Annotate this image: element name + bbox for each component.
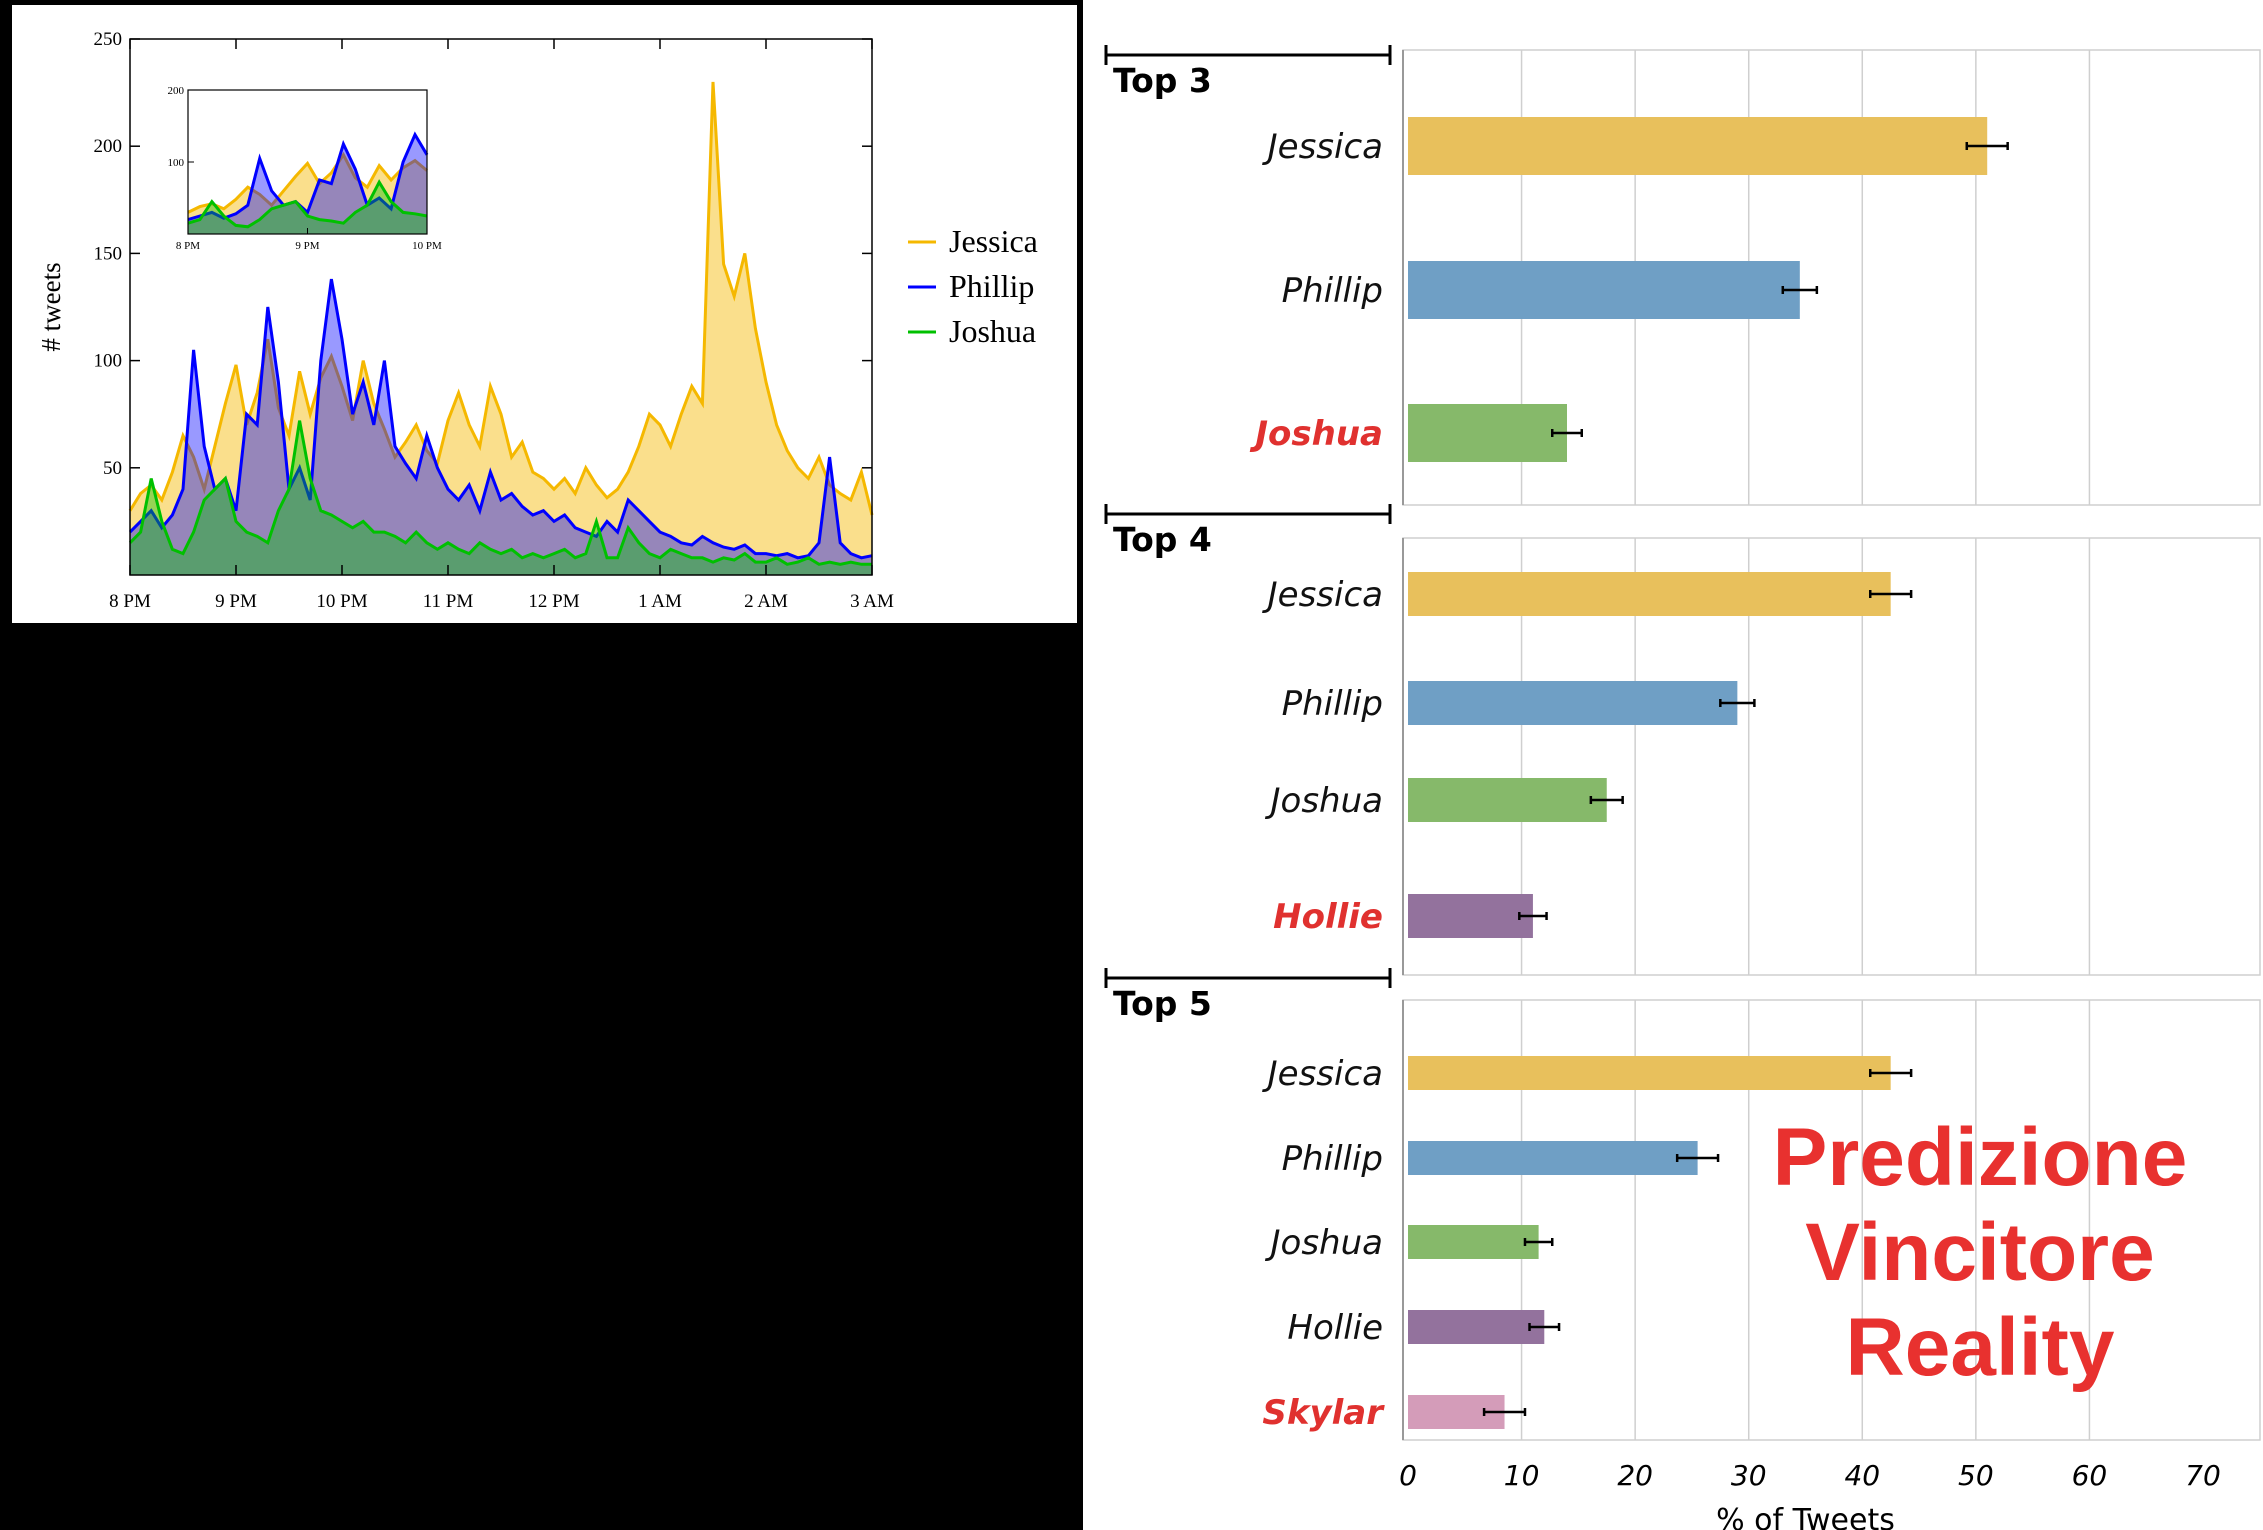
bar-jessica: [1408, 117, 1988, 175]
x-tick-label: 3 AM: [850, 591, 894, 612]
category-label-joshua: Joshua: [1265, 781, 1383, 821]
bar-chart-panel: Top 3 Jessica Phillip Joshua Top 4 Jessica Phi…: [1083, 0, 2263, 1530]
bar-joshua: [1408, 778, 1607, 822]
x-tick-label: 12 PM: [528, 591, 579, 612]
winner-prediction-overlay: Predizione Vincitore Reality: [1710, 1110, 2250, 1395]
group-label: Top 3: [1113, 61, 1212, 100]
category-label-hollie: Hollie: [1287, 1308, 1383, 1348]
x-tick-label: 10 PM: [316, 591, 367, 612]
x-tick-label: 60: [2072, 1459, 2108, 1492]
bar-phillip: [1408, 1141, 1698, 1175]
inset-x-tick-label: 10 PM: [412, 240, 442, 252]
bar-hollie: [1408, 894, 1533, 938]
category-label-phillip: Phillip: [1282, 1139, 1383, 1179]
x-tick-label: 70: [2185, 1459, 2221, 1492]
group-top-5: Top 5 Jessica Phillip Joshua Hollie Skylar: [1104, 968, 2261, 1441]
x-tick-label: 11 PM: [423, 591, 474, 612]
y-tick-label: 150: [94, 243, 123, 264]
category-label-hollie: Hollie: [1273, 897, 1383, 937]
bar-joshua: [1408, 1225, 1539, 1259]
inset-area-jessica: [188, 154, 427, 234]
inset-area-phillip: [188, 134, 427, 234]
bar-plot: Top 3 Jessica Phillip Joshua Top 4 Jessica Phi…: [1104, 45, 2261, 1530]
bar-joshua: [1408, 404, 1567, 462]
inset-y-tick-label: 100: [168, 157, 185, 169]
category-label-joshua: Joshua: [1249, 414, 1383, 454]
category-label-skylar: Skylar: [1262, 1393, 1385, 1433]
plot-frame: [129, 38, 873, 576]
main-area-phillip: [130, 279, 872, 575]
group-label: Top 5: [1113, 984, 1212, 1023]
x-tick-label: 9 PM: [215, 591, 257, 612]
main-line-joshua: [128, 420, 872, 566]
legend-label-joshua: Joshua: [949, 313, 1036, 349]
legend-label-jessica: Jessica: [949, 223, 1038, 259]
bar-phillip: [1408, 261, 1800, 319]
category-label-joshua: Joshua: [1265, 1223, 1383, 1263]
group-label: Top 4: [1113, 520, 1212, 559]
main-area-joshua: [130, 420, 872, 575]
inset-plot: 200 100 8 PM 9 PM 10 PM: [168, 85, 443, 252]
y-axis-label: # tweets: [36, 262, 66, 351]
inset-line-joshua: [187, 179, 428, 229]
category-label-phillip: Phillip: [1282, 684, 1383, 724]
bar-hollie: [1408, 1310, 1545, 1344]
main-line-phillip: [128, 278, 873, 560]
x-tick-label: 20: [1617, 1459, 1653, 1492]
inset-x-tick-label: 8 PM: [176, 240, 200, 252]
x-tick-label: 40: [1844, 1459, 1880, 1492]
inset-area-joshua: [188, 182, 427, 234]
overlay-line-1: Predizione: [1772, 1112, 2188, 1203]
group-top-4: Top 4 Jessica Phillip Joshua Hollie: [1104, 504, 2261, 976]
x-tick-label: 8 PM: [109, 591, 151, 612]
inset-y-tick-label: 200: [168, 85, 185, 97]
y-tick-label: 250: [94, 29, 123, 50]
x-tick-label: 50: [1958, 1459, 1994, 1492]
y-tick-label: 50: [103, 458, 122, 479]
group-top-3: Top 3 Jessica Phillip Joshua: [1104, 45, 2261, 506]
area-chart-panel: 250 200 150 100 50 8 PM 9 PM 10 PM 11 PM 12 PM 1 A…: [12, 5, 1077, 623]
bar-jessica: [1408, 1056, 1891, 1090]
category-label-phillip: Phillip: [1282, 271, 1383, 311]
category-label-jessica: Jessica: [1262, 1054, 1383, 1094]
bar-phillip: [1408, 681, 1738, 725]
x-tick-label: 0: [1399, 1459, 1417, 1492]
overlay-line-2: Vincitore: [1805, 1207, 2155, 1298]
main-line-jessica: [128, 81, 874, 516]
x-tick-label: 30: [1731, 1459, 1767, 1492]
x-axis-label: % of Tweets: [1716, 1503, 1895, 1530]
legend-label-phillip: Phillip: [949, 268, 1034, 304]
inset-line-phillip: [187, 131, 429, 222]
x-tick-label: 10: [1504, 1459, 1540, 1492]
inset-line-jessica: [187, 151, 428, 214]
y-tick-label: 200: [94, 136, 123, 157]
x-tick-label: 2 AM: [744, 591, 788, 612]
area-chart: 250 200 150 100 50 8 PM 9 PM 10 PM 11 PM 12 PM 1 A…: [36, 29, 1038, 612]
legend: Jessica Phillip Joshua: [908, 223, 1038, 349]
inset-x-tick-label: 9 PM: [295, 240, 319, 252]
overlay-line-3: Reality: [1845, 1302, 2115, 1393]
category-label-jessica: Jessica: [1262, 127, 1383, 167]
bar-chart: Top 3 Jessica Phillip Joshua Top 4 Jessica Phi…: [1104, 45, 2261, 1530]
main-area-jessica: [130, 81, 872, 576]
category-label-jessica: Jessica: [1262, 575, 1383, 615]
x-tick-label: 1 AM: [638, 591, 682, 612]
bar-jessica: [1408, 572, 1891, 616]
y-tick-label: 100: [94, 351, 123, 372]
main-plot: 250 200 150 100 50 8 PM 9 PM 10 PM 11 PM 12 PM 1 A…: [36, 29, 894, 612]
